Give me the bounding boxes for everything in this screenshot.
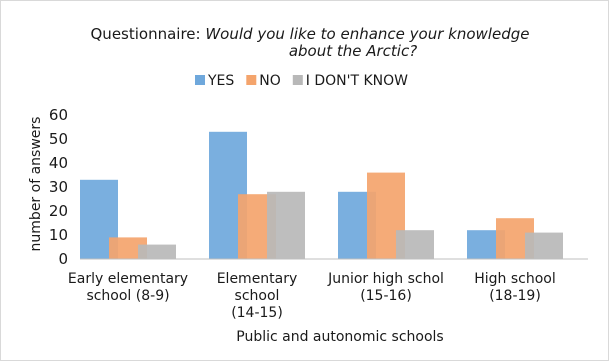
x-category-label-line: High school — [474, 271, 556, 287]
y-tick-label: 20 — [49, 202, 68, 220]
y-tick-label: 60 — [49, 106, 68, 124]
x-category-label-line: school (8-9) — [86, 288, 169, 304]
legend-swatch — [292, 75, 303, 85]
y-tick-label: 30 — [49, 178, 68, 196]
legend-swatch — [246, 75, 257, 85]
y-axis: 0 10 20 30 40 50 60 — [49, 106, 68, 268]
x-category-label: Junior high schol (15-16) — [327, 271, 444, 304]
legend: YES NO I DON'T KNOW — [195, 73, 408, 89]
x-axis: Early elementary school (8-9)Elementary sc… — [68, 258, 588, 321]
x-category-label: Elementary school (14-15) — [217, 271, 298, 321]
y-axis-label: number of answers — [28, 117, 44, 252]
legend-entry: I DON'T KNOW — [306, 73, 408, 89]
y-tick-label: 50 — [49, 130, 68, 148]
x-category-label-line: (18-19) — [489, 288, 541, 304]
x-category-label-line: (14-15) — [231, 305, 283, 321]
legend-entry: NO — [259, 73, 281, 89]
chart-title-line1: Questionnaire: Would you like to enhance… — [91, 25, 530, 43]
chart-title-prefix: Questionnaire: — [91, 25, 206, 43]
bar-i-don-t-know — [396, 230, 434, 259]
x-category-label: Early elementary school (8-9) — [68, 271, 188, 304]
y-tick-label: 40 — [49, 154, 68, 172]
x-category-label-line: school — [235, 288, 280, 304]
chart-title-italic-1: Would you like to enhance your knowledge — [205, 25, 529, 43]
y-tick-label: 10 — [49, 226, 68, 244]
x-category-label-line: (15-16) — [360, 288, 412, 304]
x-category-label-line: Junior high schol — [327, 271, 444, 287]
bar-i-don-t-know — [138, 244, 176, 259]
y-tick-label: 0 — [58, 250, 68, 268]
bar-no — [109, 237, 147, 259]
bars — [80, 131, 563, 259]
x-category-label-line: Early elementary — [68, 271, 188, 287]
chart-title-line2: about the Arctic? — [289, 42, 417, 60]
x-axis-label: Public and autonomic schools — [236, 329, 443, 345]
x-category-label: High school (18-19) — [474, 271, 556, 304]
legend-entry: YES — [207, 73, 234, 89]
legend-swatch — [195, 75, 205, 85]
bar-i-don-t-know — [525, 232, 563, 259]
bar-i-don-t-know — [267, 191, 305, 259]
x-category-label-line: Elementary — [217, 271, 298, 287]
